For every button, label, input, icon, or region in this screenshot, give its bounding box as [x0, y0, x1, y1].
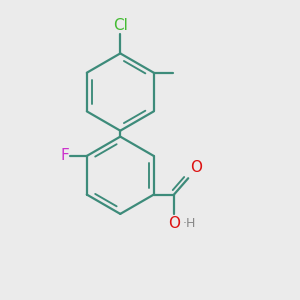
Text: ·H: ·H	[182, 218, 196, 230]
Text: O: O	[168, 216, 180, 231]
Text: O: O	[190, 160, 202, 175]
Text: F: F	[60, 148, 69, 164]
Text: Cl: Cl	[113, 18, 128, 33]
